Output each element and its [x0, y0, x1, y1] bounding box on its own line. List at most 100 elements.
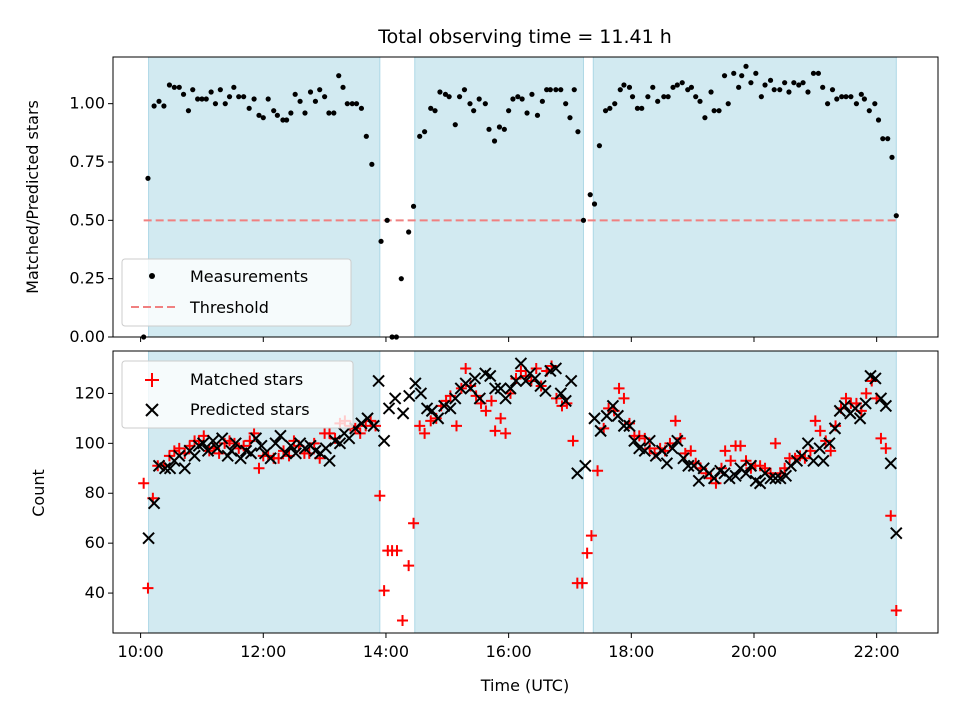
measurement-point	[378, 238, 384, 244]
measurement-point	[563, 101, 569, 107]
measurement-point	[596, 143, 603, 149]
predicted-star-point	[377, 434, 391, 448]
measurement-point	[736, 84, 742, 90]
predicted-star-point	[682, 459, 695, 473]
predicted-star-point	[853, 412, 867, 425]
predicted-star-point	[173, 449, 186, 463]
measurement-point	[539, 98, 545, 104]
matched-star-point	[397, 615, 409, 627]
measurement-point	[384, 217, 390, 223]
measurement-point	[674, 82, 680, 88]
measurement-point	[222, 101, 228, 107]
measurement-point	[208, 89, 214, 95]
matched-star-point	[719, 445, 731, 457]
count-x-ticks: 10:00 12:00 14:00 16:00 18:00 20:00 22:00	[118, 633, 900, 661]
measurement-point	[349, 101, 355, 107]
measurement-point	[771, 87, 777, 93]
predicted-star-point	[588, 412, 601, 425]
measurement-point	[617, 87, 623, 93]
measurement-point	[292, 91, 298, 97]
predicted-star-point	[879, 399, 893, 413]
predicted-star-point	[279, 447, 293, 460]
measurement-point	[702, 115, 708, 121]
predicted-star-point	[211, 442, 224, 455]
matched-star-point	[391, 545, 403, 557]
measurement-point	[467, 101, 473, 107]
measurement-point	[731, 70, 737, 76]
measurement-point	[515, 94, 521, 100]
measurement-point	[274, 112, 280, 118]
measurement-point	[406, 229, 412, 235]
measurement-point	[796, 82, 802, 88]
measurement-point	[369, 161, 375, 167]
matched-star-point	[403, 560, 415, 572]
measurement-point	[786, 89, 792, 95]
matched-star-point	[515, 365, 527, 377]
y-tick-label: 0.75	[69, 152, 105, 171]
measurement-point	[721, 73, 728, 79]
predicted-star-point	[158, 462, 172, 475]
measurement-point	[312, 98, 319, 104]
predicted-star-point	[869, 372, 882, 385]
measurement-point	[428, 105, 434, 111]
measurement-point	[708, 89, 714, 95]
measurement-points	[141, 63, 899, 340]
predicted-star-point	[504, 382, 517, 395]
measurement-point	[805, 89, 811, 95]
x-tick-label: 18:00	[608, 642, 654, 661]
measurement-point	[322, 94, 328, 100]
measurement-point	[839, 94, 845, 100]
y-tick-label: 0.25	[69, 269, 105, 288]
predicted-star-point	[388, 392, 402, 405]
matched-star-point	[567, 435, 579, 447]
measurement-point	[510, 96, 516, 102]
predicted-star-point	[342, 432, 356, 445]
predicted-star-point	[372, 374, 385, 388]
measurement-point	[575, 129, 581, 135]
predicted-star-point	[638, 444, 652, 458]
measurement-point	[251, 96, 257, 102]
predicted-star-point	[234, 452, 247, 465]
x-tick-label: 10:00	[118, 642, 164, 661]
measurement-point	[553, 87, 559, 93]
predicted-star-point	[509, 374, 523, 388]
predicted-star-point	[323, 454, 336, 468]
measurement-point	[326, 110, 332, 116]
predicted-star-point	[289, 447, 302, 460]
measurement-point	[461, 87, 468, 93]
count-y-label: Count	[29, 469, 48, 517]
matched-star-point	[875, 432, 887, 444]
x-tick-label: 14:00	[363, 642, 409, 661]
ratio-y-ticks: 0.00 0.25 0.50 0.75 1.00	[69, 94, 113, 346]
measurement-point	[762, 82, 768, 88]
measurement-point	[725, 101, 731, 107]
matched-star-point	[734, 440, 746, 452]
x-tick-label: 22:00	[854, 642, 900, 661]
legend-matched-marker	[145, 373, 159, 387]
measurement-point	[634, 105, 641, 111]
matched-star-point	[592, 465, 604, 477]
predicted-star-point	[178, 462, 191, 475]
measurement-point	[176, 84, 182, 90]
matched-star-point	[374, 490, 386, 502]
measurement-point	[829, 87, 836, 93]
predicted-star-point	[449, 392, 462, 405]
predicted-star-point	[692, 474, 705, 487]
measurement-point	[358, 105, 365, 111]
measurement-point	[432, 108, 438, 114]
figure-title: Total observing time = 11.41 h	[377, 26, 672, 48]
measurement-point	[629, 94, 636, 100]
predicted-star-point	[196, 437, 210, 450]
matched-star-point	[460, 362, 472, 374]
predicted-star-point	[611, 409, 625, 423]
measurement-point	[307, 89, 314, 95]
count-axes: 40 60 80 100 120 10:00 12:00 14:00 16:00 18:00 20…	[29, 350, 939, 695]
measurement-point	[456, 94, 463, 100]
measurement-point	[501, 126, 507, 132]
legend-measurements-label: Measurements	[190, 267, 308, 286]
predicted-star-point	[828, 422, 842, 435]
measurement-point	[693, 94, 699, 100]
matched-star-point	[885, 510, 897, 522]
matched-star-point	[530, 362, 542, 374]
predicted-star-point	[255, 439, 268, 453]
